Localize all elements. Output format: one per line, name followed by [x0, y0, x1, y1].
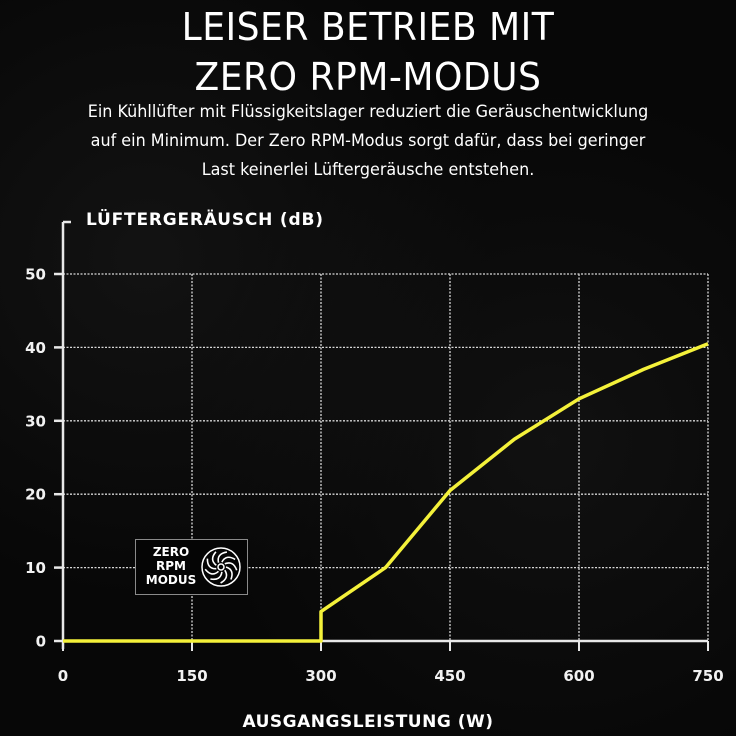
badge-line-3: MODUS — [145, 573, 197, 587]
description-line-1: Ein Kühllüfter mit Flüssigkeitslager red… — [87, 102, 649, 122]
y-axis-title: LÜFTERGERÄUSCH (dB) — [86, 210, 324, 230]
x-tick-labels: 0 150 300 450 600 750 — [58, 667, 724, 685]
title-line-2: ZERO RPM-MODUS — [194, 55, 542, 99]
x-axis-title: AUSGANGSLEISTUNG (W) — [242, 712, 494, 732]
y-tick-label: 50 — [25, 266, 46, 284]
y-tick-labels: 0 10 20 30 40 50 — [25, 266, 46, 651]
y-tick-label: 20 — [25, 486, 46, 504]
x-tick-label: 150 — [176, 667, 207, 685]
x-tick-label: 300 — [305, 667, 336, 685]
y-tick-label: 30 — [25, 412, 46, 430]
fan-icon — [201, 547, 241, 587]
page-title: LEISER BETRIEB MIT ZERO RPM-MODUS — [18, 2, 717, 102]
noise-curve — [63, 342, 709, 643]
y-tick-label: 10 — [25, 559, 46, 577]
y-tick-label: 0 — [36, 633, 46, 651]
description-line-2: auf ein Minimum. Der Zero RPM-Modus sorg… — [90, 131, 646, 151]
description-line-3: Last keinerlei Lüftergeräusche entstehen… — [201, 160, 535, 180]
x-tick-label: 750 — [692, 667, 723, 685]
x-tick-label: 450 — [434, 667, 465, 685]
x-tick-label: 0 — [58, 667, 68, 685]
badge-line-2: RPM — [156, 559, 186, 573]
y-tick-label: 40 — [25, 339, 46, 357]
x-tick-label: 600 — [563, 667, 594, 685]
title-line-1: LEISER BETRIEB MIT — [181, 5, 555, 49]
badge-text: ZERO RPM MODUS — [140, 545, 202, 587]
description: Ein Kühllüfter mit Flüssigkeitslager red… — [22, 98, 714, 185]
zero-rpm-badge: ZERO RPM MODUS — [135, 539, 248, 595]
badge-line-1: ZERO — [152, 545, 190, 559]
